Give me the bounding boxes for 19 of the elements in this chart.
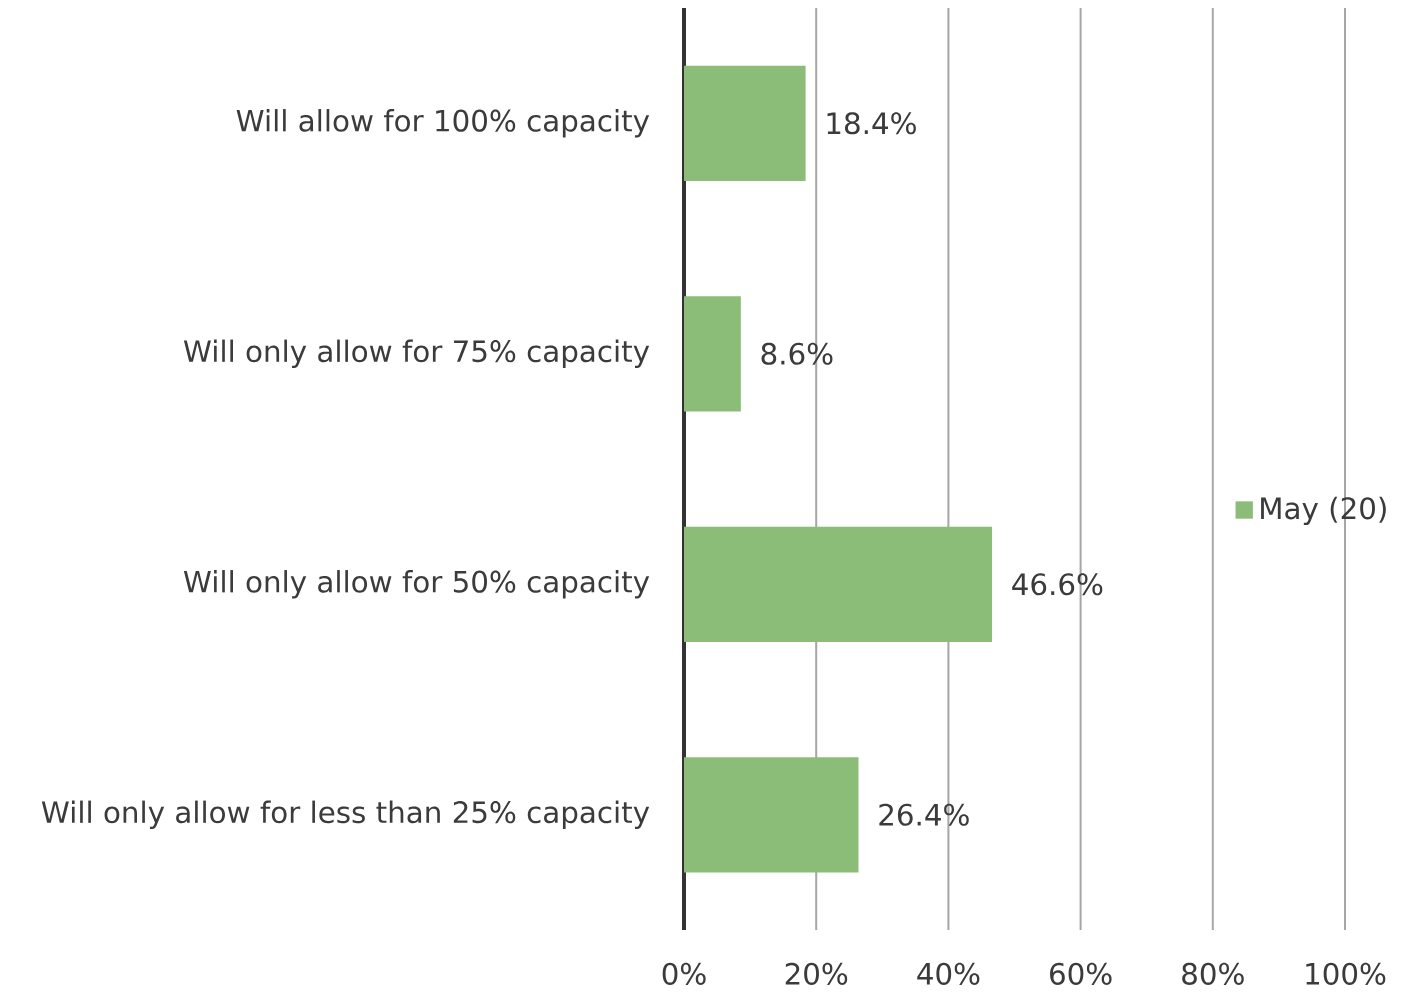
bar (684, 296, 741, 412)
x-tick-label: 100% (1306, 962, 1386, 985)
x-tick-label: 20% (785, 962, 848, 985)
data-label: 26.4% (879, 803, 969, 826)
x-tick-label: 80% (1182, 962, 1244, 985)
x-tick-label: 60% (1050, 962, 1112, 985)
legend-label: May (20) (1261, 496, 1386, 526)
bar (684, 65, 806, 181)
data-label: 8.6% (761, 342, 833, 365)
y-tick-label: Will only allow for 75% capacity (183, 339, 650, 368)
y-tick-label: Will allow for 100% capacity (236, 109, 650, 138)
y-tick-label: Will only allow for 50% capacity (183, 570, 650, 599)
x-tick-label: 40% (917, 962, 980, 985)
y-tick-label: Will only allow for less than 25% capacity (41, 800, 650, 829)
data-label: 18.4% (827, 112, 916, 135)
x-tick-label: 0% (662, 962, 706, 985)
data-label: 46.6% (1012, 573, 1103, 596)
bar (684, 526, 993, 642)
bar (684, 757, 859, 873)
